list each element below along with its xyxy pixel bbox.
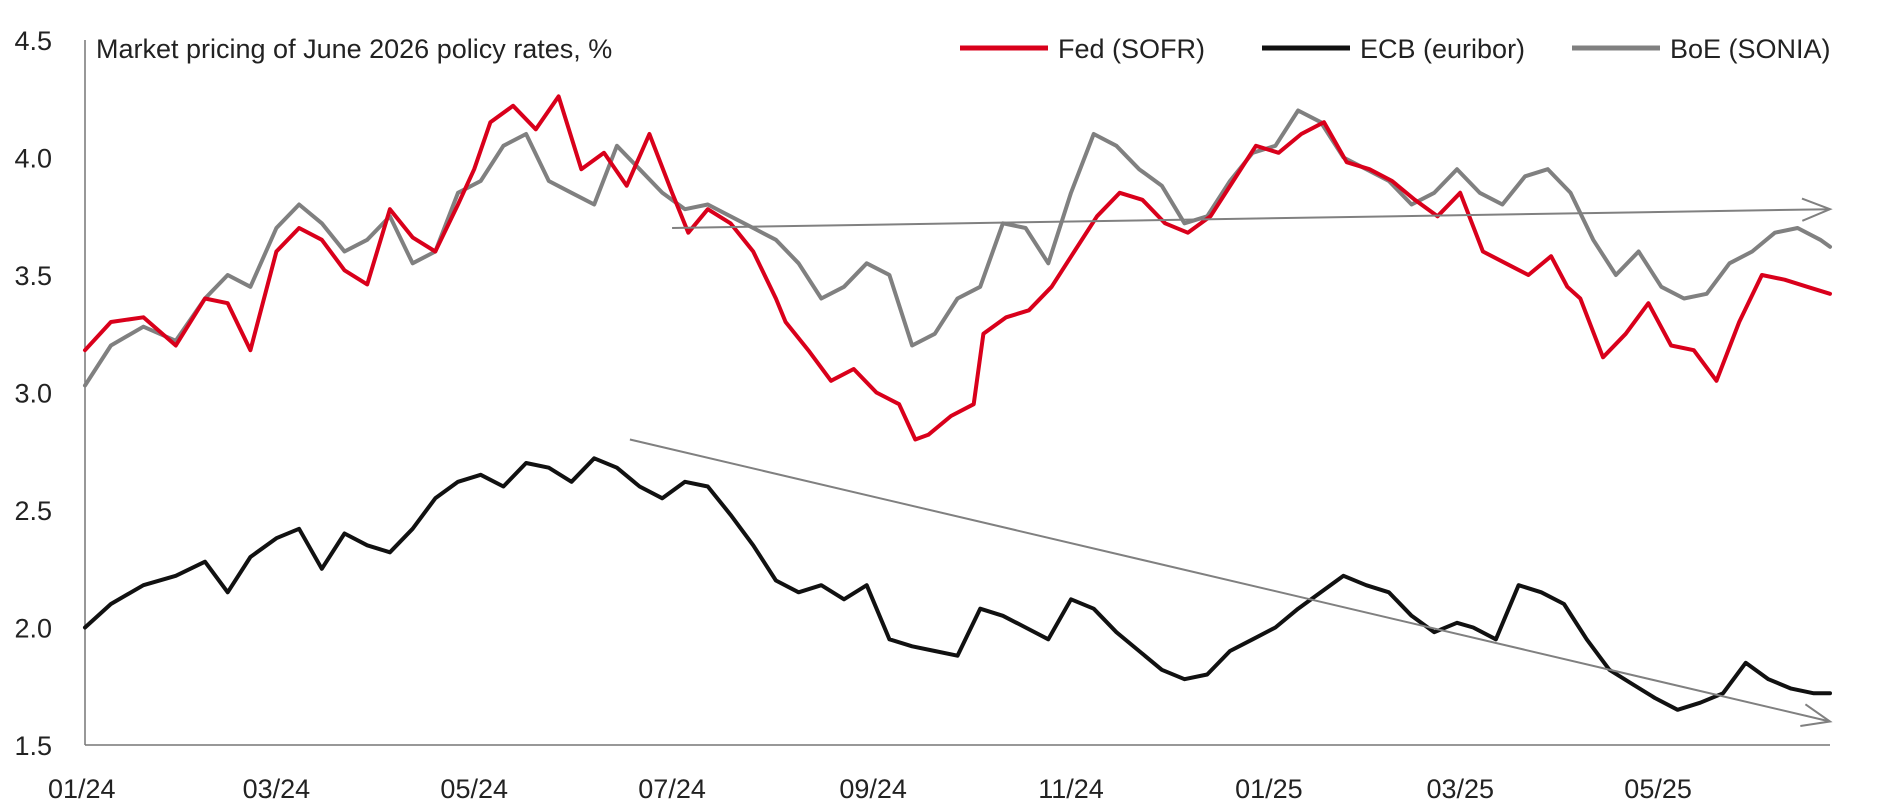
series-line-boe-sonia bbox=[83, 108, 1832, 388]
y-tick-label: 2.0 bbox=[14, 614, 52, 644]
trend-arrow-line bbox=[629, 438, 1831, 723]
x-tick-label: 01/24 bbox=[48, 774, 116, 804]
legend-label: BoE (SONIA) bbox=[1670, 34, 1831, 64]
x-tick-label: 11/24 bbox=[1038, 774, 1104, 804]
x-tick-labels: 01/24 03/24 05/24 07/24 09/24 11/24 01/25 03/25… bbox=[48, 774, 1692, 804]
y-tick-label: 3.5 bbox=[14, 261, 52, 291]
chart-title: Market pricing of June 2026 policy rates… bbox=[96, 34, 612, 64]
y-tick-label: 1.5 bbox=[14, 731, 52, 761]
legend: Fed (SOFR) ECB (euribor) BoE (SONIA) bbox=[960, 34, 1831, 64]
trend-arrow-line bbox=[672, 208, 1831, 229]
series-line-ecb-euribor bbox=[83, 456, 1832, 712]
y-tick-label: 3.0 bbox=[14, 379, 52, 409]
x-tick-label: 07/24 bbox=[638, 774, 706, 804]
y-tick-label: 4.0 bbox=[14, 144, 52, 174]
x-tick-label: 03/24 bbox=[243, 774, 311, 804]
axes bbox=[84, 40, 1830, 746]
legend-label: Fed (SOFR) bbox=[1058, 34, 1205, 64]
y-tick-label: 2.5 bbox=[14, 496, 52, 526]
x-tick-label: 01/25 bbox=[1235, 774, 1303, 804]
legend-label: ECB (euribor) bbox=[1360, 34, 1525, 64]
trend-annotations bbox=[629, 197, 1833, 727]
x-tick-label: 05/25 bbox=[1624, 774, 1692, 804]
y-tick-labels: 1.5 2.0 2.5 3.0 3.5 4.0 4.5 bbox=[14, 26, 52, 761]
series-lines bbox=[83, 94, 1832, 712]
trend-arrow-head bbox=[1801, 197, 1833, 222]
x-tick-label: 03/25 bbox=[1426, 774, 1494, 804]
y-tick-label: 4.5 bbox=[14, 26, 52, 56]
series-line-fed-sofr bbox=[83, 94, 1832, 442]
x-tick-label: 09/24 bbox=[839, 774, 907, 804]
trend-arrow-head bbox=[1800, 703, 1833, 727]
x-tick-label: 05/24 bbox=[440, 774, 508, 804]
